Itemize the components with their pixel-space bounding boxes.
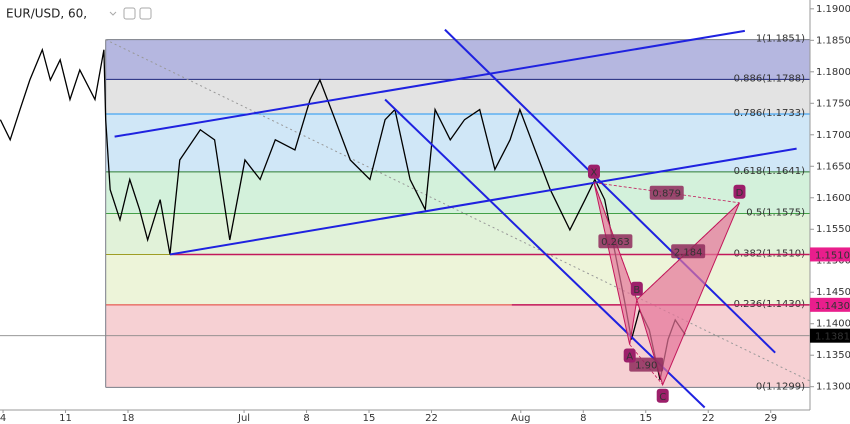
y-tick-label: 1.1850	[816, 35, 850, 46]
trend-line	[114, 29, 746, 138]
x-tick-label: Aug	[511, 413, 531, 424]
pattern-point-label: C	[659, 392, 666, 403]
x-tick-label: 22	[425, 413, 438, 424]
pattern-point-badge	[623, 348, 636, 363]
header-bg	[0, 2, 150, 24]
price-tag-label: 1.1430	[815, 301, 850, 312]
y-tick-label: 1.1600	[816, 193, 850, 204]
fib-level-label: 0.5(1.1575)	[746, 208, 805, 219]
dotted-trend	[105, 39, 811, 382]
y-tick-label: 1.1900	[816, 4, 850, 15]
x-tick-label: 22	[702, 413, 715, 424]
y-tick-label: 1.1650	[816, 161, 850, 172]
fib-band	[105, 304, 811, 388]
trend-line	[169, 147, 797, 256]
fib-level-label: 0.886(1.1788)	[734, 73, 806, 84]
pattern-point-badge	[587, 164, 600, 179]
hide-icon[interactable]	[139, 7, 152, 20]
price-axis-bg	[810, 0, 850, 424]
fib-band	[105, 79, 811, 114]
y-tick-label: 1.1550	[816, 224, 850, 235]
symbol-title: EUR/USD, 60,	[6, 7, 87, 21]
price-tag	[810, 247, 850, 262]
x-tick-label: 11	[59, 413, 72, 424]
ratio-label: 2.184	[674, 247, 703, 258]
fib-level-label: 0(1.1299)	[756, 381, 805, 392]
fib-band	[105, 171, 811, 214]
trend-line	[384, 98, 706, 409]
ratio-line	[593, 182, 740, 204]
pattern-point-label: D	[736, 188, 744, 199]
y-tick-label: 1.1700	[816, 130, 850, 141]
pattern-point-label: X	[591, 168, 598, 179]
price-tag-label: 1.1510	[815, 250, 850, 261]
dropdown-icon[interactable]	[109, 11, 117, 16]
fib-level-label: 1(1.1851)	[756, 34, 805, 45]
ratio-label-bg	[629, 357, 664, 372]
pattern-point-label: B	[633, 285, 640, 296]
ratio-label-bg	[649, 185, 684, 200]
fib-level-label: 0.786(1.1733)	[734, 108, 806, 119]
y-tick-label: 1.1350	[816, 350, 850, 361]
x-tick-label: 4	[0, 413, 6, 424]
ratio-label-bg	[671, 244, 706, 259]
x-tick-label: 18	[122, 413, 135, 424]
fib-band	[105, 39, 811, 80]
y-tick-label: 1.1800	[816, 67, 850, 78]
ratio-label: 1.90	[635, 361, 657, 372]
x-tick-label: Jul	[237, 413, 250, 424]
x-tick-label: 15	[639, 413, 652, 424]
y-tick-label: 1.1400	[816, 319, 850, 330]
plot-area: 1(1.1851) 0.886(1.1788) 0.786(1.1733) 0.618…	[0, 28, 811, 409]
fib-band	[105, 113, 811, 172]
ratio-label: 0.263	[601, 237, 630, 248]
pattern-point-badge	[630, 281, 643, 296]
price-tag	[810, 328, 850, 343]
x-tick-label: 8	[580, 413, 586, 424]
price-tag	[810, 297, 850, 312]
x-tick-label: 8	[303, 413, 309, 424]
pattern-point-label: A	[626, 352, 633, 363]
y-tick-label: 1.1300	[816, 382, 850, 393]
fib-level-label: 0.618(1.1641)	[734, 166, 806, 177]
price-tag-label: 1.1381	[815, 332, 850, 343]
settings-icon[interactable]	[123, 7, 136, 20]
ratio-label-bg	[598, 234, 633, 249]
y-tick-label: 1.1750	[816, 98, 850, 109]
pattern-point-badge	[656, 388, 669, 403]
pattern-point-badge	[733, 184, 746, 199]
ratio-label: 0.879	[652, 189, 681, 200]
price-line	[0, 47, 686, 380]
x-tick-label: 29	[764, 413, 777, 424]
trend-line	[444, 28, 776, 354]
y-tick-label: 1.1450	[816, 287, 850, 298]
x-tick-label: 15	[363, 413, 376, 424]
